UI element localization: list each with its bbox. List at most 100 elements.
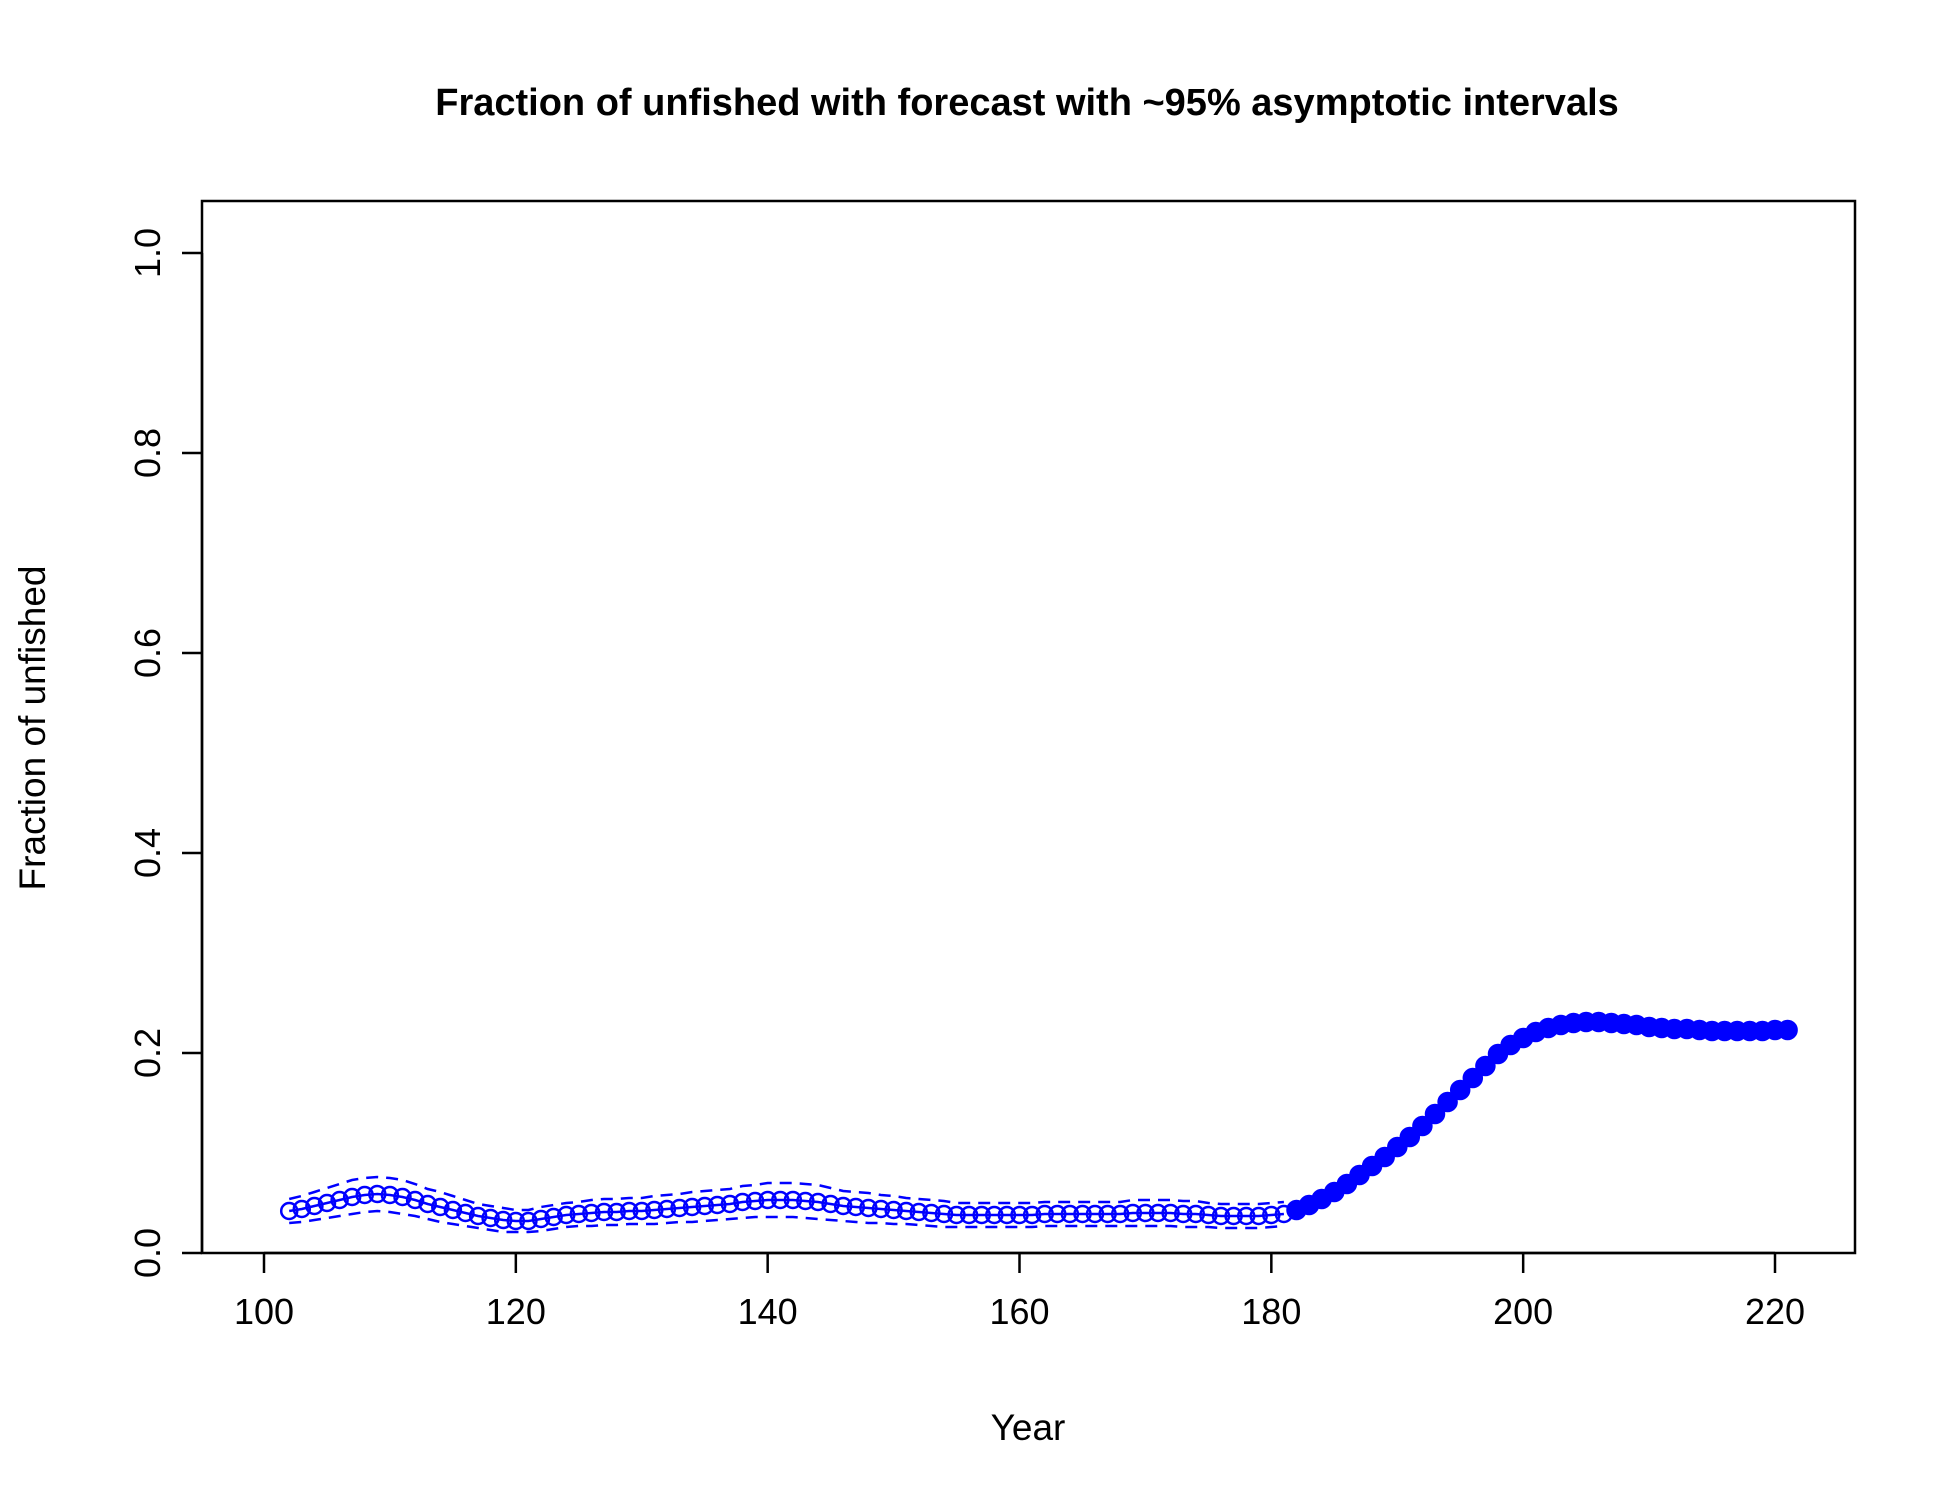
historical-point bbox=[934, 1204, 954, 1224]
historical-point bbox=[519, 1211, 538, 1231]
historical-point bbox=[670, 1198, 689, 1218]
historical-point bbox=[821, 1194, 840, 1214]
x-tick-label: 200 bbox=[1493, 1291, 1553, 1332]
historical-point bbox=[959, 1205, 979, 1225]
historical-point bbox=[1186, 1204, 1206, 1224]
data-points bbox=[279, 1011, 1798, 1231]
forecast-point bbox=[1424, 1103, 1446, 1125]
y-axis: 0.0 0.2 0.4 0.6 0.8 1.0 bbox=[127, 228, 204, 1278]
forecast-point bbox=[1449, 1079, 1471, 1101]
historical-point bbox=[808, 1192, 828, 1212]
historical-point bbox=[1010, 1205, 1029, 1225]
historical-point bbox=[947, 1205, 966, 1225]
forecast-point bbox=[1399, 1126, 1421, 1148]
x-tick-label: 120 bbox=[486, 1291, 546, 1332]
historical-point bbox=[569, 1204, 589, 1224]
historical-point bbox=[531, 1209, 551, 1229]
series-lines bbox=[289, 1020, 1788, 1223]
historical-point bbox=[1022, 1205, 1042, 1225]
historical-point bbox=[1148, 1203, 1168, 1223]
historical-point bbox=[380, 1185, 400, 1205]
plot-frame bbox=[200, 199, 1857, 1255]
y-tick-label: 0.0 bbox=[127, 1228, 168, 1278]
historical-point bbox=[783, 1190, 803, 1210]
historical-point bbox=[997, 1205, 1017, 1225]
historical-point bbox=[305, 1196, 324, 1216]
historical-point bbox=[884, 1200, 903, 1220]
lower-interval-line bbox=[289, 1209, 1284, 1234]
historical-point bbox=[1048, 1204, 1067, 1224]
historical-point bbox=[1136, 1203, 1155, 1223]
historical-point bbox=[506, 1211, 526, 1231]
historical-point bbox=[1098, 1204, 1117, 1224]
y-tick-label: 0.2 bbox=[127, 1028, 168, 1078]
historical-point bbox=[544, 1207, 563, 1227]
historical-point bbox=[1060, 1204, 1080, 1224]
forecast-point bbox=[1475, 1055, 1496, 1077]
historical-point bbox=[682, 1197, 702, 1217]
historical-point bbox=[582, 1203, 601, 1223]
historical-point bbox=[1249, 1206, 1268, 1226]
historical-point bbox=[456, 1203, 475, 1223]
y-tick-label: 0.8 bbox=[127, 428, 168, 478]
historical-point bbox=[657, 1199, 677, 1219]
y-tick-label: 1.0 bbox=[127, 228, 168, 278]
forecast-point bbox=[1462, 1067, 1484, 1089]
historical-point bbox=[393, 1187, 412, 1207]
historical-point bbox=[330, 1190, 349, 1210]
historical-point bbox=[708, 1195, 727, 1215]
historical-point bbox=[1199, 1205, 1218, 1225]
historical-point bbox=[771, 1190, 790, 1210]
historical-point bbox=[418, 1194, 437, 1214]
chart-title: Fraction of unfished with forecast with … bbox=[435, 82, 1619, 124]
historical-point bbox=[1224, 1206, 1243, 1226]
y-axis-label: Fraction of unfished bbox=[12, 566, 53, 891]
historical-point bbox=[481, 1208, 500, 1228]
historical-point bbox=[1073, 1204, 1092, 1224]
x-axis-label: Year bbox=[991, 1407, 1066, 1448]
historical-point bbox=[607, 1202, 626, 1222]
historical-point bbox=[342, 1187, 362, 1207]
historical-point bbox=[1262, 1205, 1281, 1225]
historical-point bbox=[1161, 1203, 1180, 1223]
historical-point bbox=[909, 1202, 929, 1222]
historical-point bbox=[859, 1198, 878, 1218]
historical-point bbox=[431, 1197, 450, 1217]
historical-point bbox=[1236, 1206, 1256, 1226]
historical-point bbox=[355, 1185, 374, 1205]
historical-point bbox=[871, 1199, 891, 1219]
historical-point bbox=[443, 1200, 463, 1220]
historical-point bbox=[745, 1191, 765, 1211]
upper-interval-line bbox=[288, 1175, 1284, 1212]
y-tick-label: 0.4 bbox=[127, 828, 168, 878]
historical-point bbox=[368, 1184, 387, 1204]
forecast-series-line bbox=[1296, 1020, 1788, 1212]
forecast-point bbox=[1777, 1019, 1798, 1041]
historical-point bbox=[556, 1205, 576, 1225]
historical-point bbox=[405, 1190, 425, 1210]
confidence-intervals bbox=[288, 1175, 1284, 1234]
historical-point bbox=[1035, 1204, 1054, 1224]
historical-point bbox=[985, 1205, 1004, 1225]
x-tick-label: 160 bbox=[989, 1291, 1049, 1332]
historical-point bbox=[758, 1190, 777, 1210]
historical-point bbox=[292, 1199, 312, 1219]
historical-point bbox=[645, 1200, 664, 1220]
historical-point bbox=[1173, 1204, 1193, 1224]
x-tick-label: 140 bbox=[738, 1291, 798, 1332]
historical-point bbox=[619, 1201, 639, 1221]
historical-point bbox=[1110, 1204, 1130, 1224]
x-tick-label: 220 bbox=[1745, 1291, 1805, 1332]
x-tick-label: 180 bbox=[1241, 1291, 1301, 1332]
historical-point bbox=[1085, 1204, 1105, 1224]
historical-point bbox=[922, 1203, 941, 1223]
historical-point bbox=[1211, 1206, 1231, 1226]
forecast-point bbox=[1412, 1115, 1433, 1137]
x-axis: 100 120 140 160 180 200 220 bbox=[234, 1251, 1805, 1332]
historical-point bbox=[846, 1197, 866, 1217]
historical-point bbox=[896, 1201, 916, 1221]
x-tick-label: 100 bbox=[234, 1291, 294, 1332]
historical-point bbox=[468, 1206, 488, 1226]
historical-point bbox=[720, 1194, 740, 1214]
